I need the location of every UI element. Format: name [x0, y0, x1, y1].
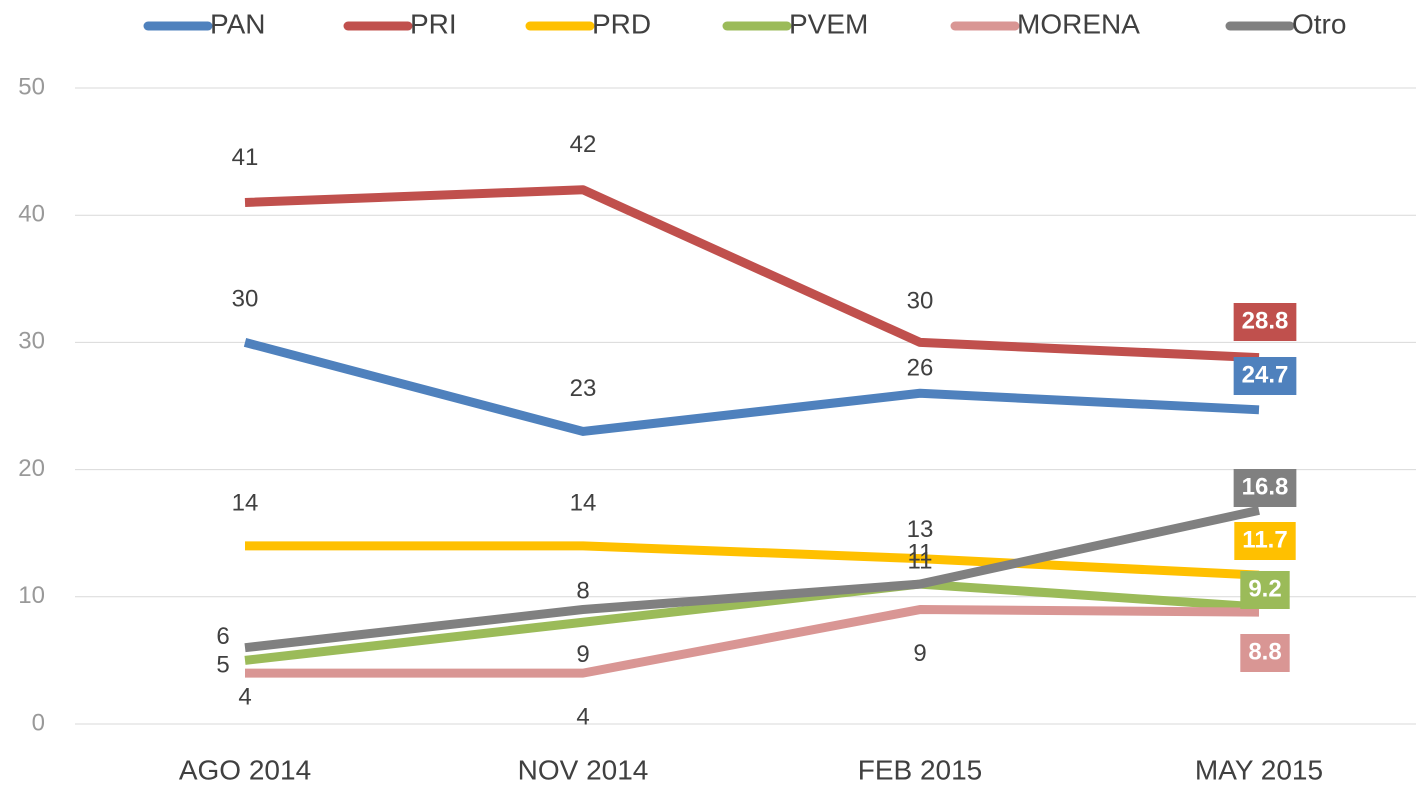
- data-label: 24.7: [1242, 361, 1289, 388]
- data-label: 14: [570, 489, 597, 516]
- data-label: 11.7: [1242, 526, 1287, 553]
- legend-label: MORENA: [1017, 8, 1140, 39]
- legend-label: Otro: [1292, 8, 1346, 39]
- y-tick-label: 40: [18, 201, 45, 228]
- data-label: 30: [907, 288, 934, 315]
- x-tick-label: FEB 2015: [858, 754, 983, 785]
- data-label: 11: [908, 539, 933, 566]
- data-label: 9: [576, 641, 589, 668]
- legend-label: PRI: [410, 8, 457, 39]
- series-line: [244, 579, 1260, 665]
- legend-label: PRD: [592, 8, 651, 39]
- x-tick-label: AGO 2014: [179, 754, 311, 785]
- y-tick-label: 0: [32, 709, 45, 736]
- data-label-box: [1233, 357, 1297, 395]
- data-label: 9: [913, 640, 926, 667]
- x-tick-label: MAY 2015: [1195, 754, 1323, 785]
- y-tick-label: 10: [18, 582, 45, 609]
- data-label-box: [1233, 469, 1297, 507]
- series-line: [243, 338, 1260, 436]
- data-label: 30: [232, 286, 259, 313]
- data-label: 26: [907, 355, 934, 382]
- y-tick-label: 50: [18, 73, 45, 100]
- data-label-box: [1240, 571, 1290, 609]
- data-label: 23: [570, 375, 597, 402]
- y-tick-label: 20: [18, 455, 45, 482]
- series-line: [244, 505, 1260, 653]
- data-label-box: [1234, 522, 1296, 560]
- data-label: 9.2: [1248, 575, 1281, 602]
- data-label: 13: [907, 516, 934, 543]
- data-label: 6: [216, 623, 229, 650]
- data-label: 11: [908, 547, 933, 574]
- data-label: 8.8: [1248, 638, 1281, 665]
- data-label: 42: [570, 131, 597, 158]
- legend-label: PAN: [210, 8, 266, 39]
- series-line: [245, 605, 1260, 678]
- x-tick-label: NOV 2014: [518, 754, 649, 785]
- data-label-box: [1233, 303, 1297, 341]
- data-label: 5: [216, 652, 229, 679]
- series-line: [245, 541, 1260, 580]
- data-label: 4: [576, 703, 589, 730]
- data-label: 41: [232, 144, 259, 171]
- data-label: 4: [238, 683, 251, 710]
- data-label: 14: [232, 489, 259, 516]
- data-label: 16.8: [1242, 473, 1289, 500]
- data-label: 28.8: [1242, 307, 1289, 334]
- y-tick-label: 30: [18, 328, 45, 355]
- series-line: [244, 185, 1260, 363]
- legend-label: PVEM: [789, 8, 868, 39]
- data-label-box: [1240, 634, 1290, 672]
- data-label: 8: [576, 578, 589, 605]
